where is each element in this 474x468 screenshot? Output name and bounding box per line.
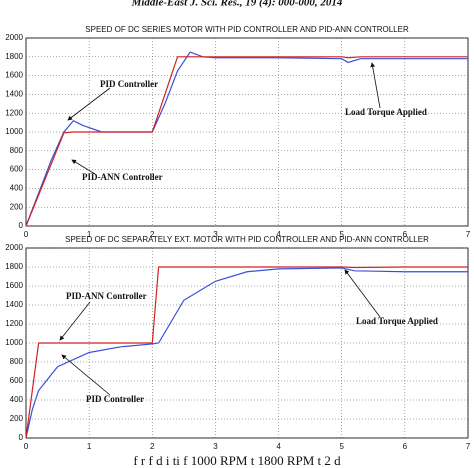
annotation: PID-ANN Controller	[66, 291, 147, 301]
x-tick-label: 6	[403, 442, 408, 451]
y-tick-label: 0	[19, 221, 24, 230]
annotation-arrow	[59, 301, 91, 341]
y-tick-label: 1400	[5, 90, 23, 99]
x-tick-label: 1	[87, 442, 92, 451]
y-tick-label: 1600	[5, 281, 23, 290]
chart-title: SPEED OF DC SERIES MOTOR WITH PID CONTRO…	[85, 25, 409, 34]
y-tick-label: 2000	[5, 33, 23, 42]
y-tick-label: 200	[10, 414, 24, 423]
x-tick-label: 6	[403, 230, 408, 239]
annotation-arrow	[370, 62, 381, 109]
y-tick-label: 0	[19, 433, 24, 442]
x-tick-label: 4	[276, 442, 281, 451]
y-tick-label: 800	[10, 146, 24, 155]
y-tick-label: 400	[10, 184, 24, 193]
y-tick-label: 1200	[5, 319, 23, 328]
y-tick-label: 1000	[5, 338, 23, 347]
x-tick-label: 1	[87, 230, 92, 239]
y-tick-label: 800	[10, 357, 24, 366]
y-tick-label: 1000	[5, 127, 23, 136]
x-tick-label: 4	[276, 230, 281, 239]
x-tick-label: 0	[24, 442, 29, 451]
annotation: Load Torque Applied	[345, 107, 427, 117]
footer: f r f d i ti f 1000 RPM t 1800 RPM t 2 d	[133, 453, 341, 468]
annotation-arrow	[344, 269, 381, 318]
y-tick-label: 1200	[5, 108, 23, 117]
y-tick-label: 2000	[5, 243, 23, 252]
x-tick-label: 5	[339, 442, 344, 451]
annotation-arrow	[67, 87, 111, 121]
x-tick-label: 5	[339, 230, 344, 239]
x-tick-label: 2	[150, 442, 155, 451]
y-tick-label: 600	[10, 165, 24, 174]
y-tick-label: 1600	[5, 71, 23, 80]
y-tick-label: 600	[10, 376, 24, 385]
y-tick-label: 1800	[5, 52, 23, 61]
x-tick-label: 3	[213, 442, 218, 451]
annotation: PID Controller	[86, 394, 144, 404]
annotation-arrow	[61, 354, 111, 396]
annotation: PID-ANN Controller	[82, 172, 163, 182]
annotation: PID Controller	[100, 79, 158, 89]
y-tick-label: 400	[10, 395, 24, 404]
x-tick-label: 7	[466, 230, 471, 239]
y-tick-label: 200	[10, 202, 24, 211]
y-tick-label: 1400	[5, 300, 23, 309]
series-line	[25, 266, 468, 439]
y-tick-label: 1800	[5, 262, 23, 271]
x-tick-label: 0	[24, 230, 29, 239]
header: Middle-East J. Sci. Res., 19 (4): 000-00…	[131, 0, 343, 9]
series-line	[25, 56, 468, 227]
annotation: Load Torque Applied	[356, 316, 438, 326]
annotation-arrow	[71, 159, 96, 175]
x-tick-label: 3	[213, 230, 218, 239]
chart-title: SPEED OF DC SEPARATELY EXT. MOTOR WITH P…	[65, 235, 429, 244]
x-tick-label: 2	[150, 230, 155, 239]
x-tick-label: 7	[466, 442, 471, 451]
